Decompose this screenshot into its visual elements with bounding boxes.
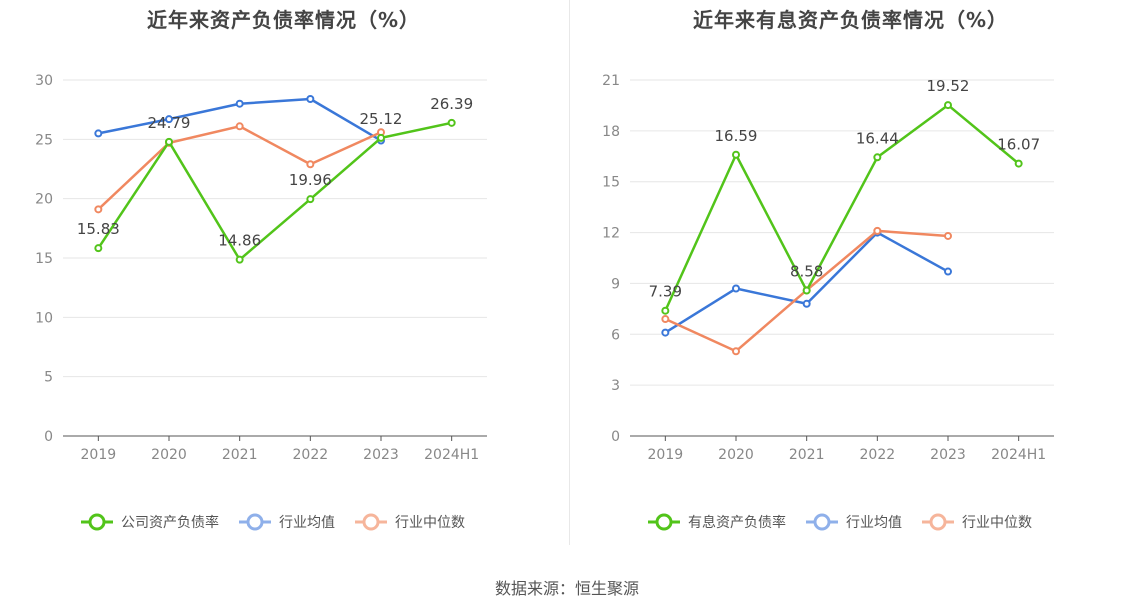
series-line — [97, 125, 382, 211]
data-label: 16.44 — [856, 129, 899, 147]
data-point — [165, 115, 173, 124]
data-point — [235, 255, 244, 264]
legend-swatch-marker — [88, 513, 106, 531]
legend-item[interactable]: 行业均值 — [239, 513, 335, 531]
legend-swatch-marker — [362, 513, 380, 531]
legend-item[interactable]: 行业中位数 — [355, 513, 465, 531]
data-label: 14.86 — [218, 232, 261, 250]
legend-label: 行业中位数 — [962, 515, 1032, 531]
legend-label: 行业均值 — [279, 515, 335, 531]
data-label: 8.58 — [790, 263, 823, 281]
y-tick-label: 25 — [35, 132, 53, 148]
legend-item[interactable]: 公司资产负债率 — [81, 513, 219, 531]
y-tick-label: 15 — [35, 251, 53, 267]
y-tick-label: 0 — [611, 429, 620, 445]
legend-swatch-marker — [655, 513, 673, 531]
data-point — [94, 129, 103, 138]
data-label: 19.96 — [289, 171, 332, 189]
legend-item[interactable]: 行业中位数 — [922, 513, 1032, 531]
legend-label: 公司资产负债率 — [121, 514, 219, 531]
data-point — [235, 99, 244, 108]
x-tick-label: 2023 — [930, 447, 966, 463]
data-label: 26.39 — [430, 95, 473, 113]
data-point — [732, 284, 740, 293]
data-point — [165, 137, 173, 146]
legend-swatch-marker — [246, 513, 264, 531]
x-tick-label: 2020 — [718, 447, 754, 463]
chart-title: 近年来资产负债率情况（%） — [146, 8, 421, 32]
data-label: 16.59 — [715, 127, 758, 145]
data-point — [944, 231, 952, 240]
data-point — [732, 150, 740, 159]
left-chart-panel: 近年来资产负债率情况（%） 0 5 10 15 20 25 30 2019 2020 2021 20… — [0, 0, 567, 560]
data-label: 15.83 — [77, 220, 120, 238]
y-tick-label: 10 — [35, 310, 53, 326]
data-point — [94, 244, 103, 253]
y-tick-label: 15 — [602, 175, 620, 191]
y-tick-label: 6 — [611, 327, 620, 343]
x-tick-label: 2023 — [363, 447, 399, 463]
y-tick-label: 3 — [611, 378, 620, 394]
data-point — [1014, 159, 1023, 168]
series-line — [97, 121, 452, 261]
series-line — [664, 231, 949, 334]
data-point — [944, 267, 952, 276]
x-tick-label: 2019 — [81, 447, 117, 463]
data-point — [732, 347, 740, 356]
data-point — [802, 286, 811, 295]
legend-label: 行业中位数 — [395, 515, 465, 531]
x-tick-label: 2022 — [293, 447, 329, 463]
data-point — [306, 160, 315, 169]
data-point — [377, 133, 385, 142]
chart-title: 近年来有息资产负债率情况（%） — [692, 8, 1009, 32]
panel-divider — [569, 0, 570, 545]
y-tick-label: 30 — [35, 73, 53, 89]
legend-label: 有息资产负债率 — [688, 514, 786, 531]
x-tick-label: 2021 — [789, 447, 825, 463]
interest-debt-ratio-chart: 0 3 6 9 12 15 18 21 2019 2020 2021 2022 2023 2024H1 7.… — [602, 73, 1054, 531]
data-point — [306, 94, 315, 103]
x-tick-label: 2020 — [151, 447, 187, 463]
data-point — [235, 122, 244, 131]
legend-item[interactable]: 有息资产负债率 — [648, 513, 786, 531]
data-point — [802, 299, 811, 308]
data-point — [944, 101, 952, 110]
y-tick-label: 5 — [44, 370, 53, 386]
x-tick-label: 2019 — [648, 447, 684, 463]
legend-item[interactable]: 行业均值 — [806, 513, 902, 531]
data-point — [94, 205, 103, 214]
data-label: 16.07 — [997, 136, 1040, 154]
x-tick-label: 2024H1 — [424, 447, 479, 463]
x-tick-label: 2024H1 — [991, 447, 1046, 463]
data-label: 7.39 — [649, 283, 682, 301]
data-point — [661, 306, 670, 315]
data-label: 19.52 — [927, 77, 970, 95]
data-point — [306, 195, 315, 204]
y-tick-label: 20 — [35, 192, 53, 208]
data-point — [873, 226, 882, 235]
data-label: 24.79 — [148, 114, 191, 132]
legend-swatch-marker — [929, 513, 947, 531]
y-tick-label: 0 — [44, 429, 53, 445]
y-tick-label: 9 — [611, 276, 620, 292]
data-point — [661, 328, 670, 337]
x-tick-label: 2022 — [860, 447, 896, 463]
data-source-note: 数据来源：恒生聚源 — [494, 579, 639, 598]
legend-swatch-marker — [813, 513, 831, 531]
x-tick-label: 2021 — [222, 447, 258, 463]
data-point — [447, 118, 456, 127]
right-chart-panel: 近年来有息资产负债率情况（%） 0 3 6 9 12 15 18 21 2019 2020 2021… — [567, 0, 1134, 560]
data-point — [661, 315, 670, 324]
y-tick-label: 18 — [602, 124, 620, 140]
legend-label: 行业均值 — [846, 515, 902, 531]
series-line — [664, 103, 1020, 312]
debt-ratio-chart: 0 5 10 15 20 25 30 2019 2020 2021 2022 2023 2024H1 15… — [35, 73, 487, 531]
data-label: 25.12 — [360, 110, 403, 128]
y-tick-label: 21 — [602, 73, 620, 89]
data-point — [873, 153, 882, 162]
y-tick-label: 12 — [602, 226, 620, 242]
